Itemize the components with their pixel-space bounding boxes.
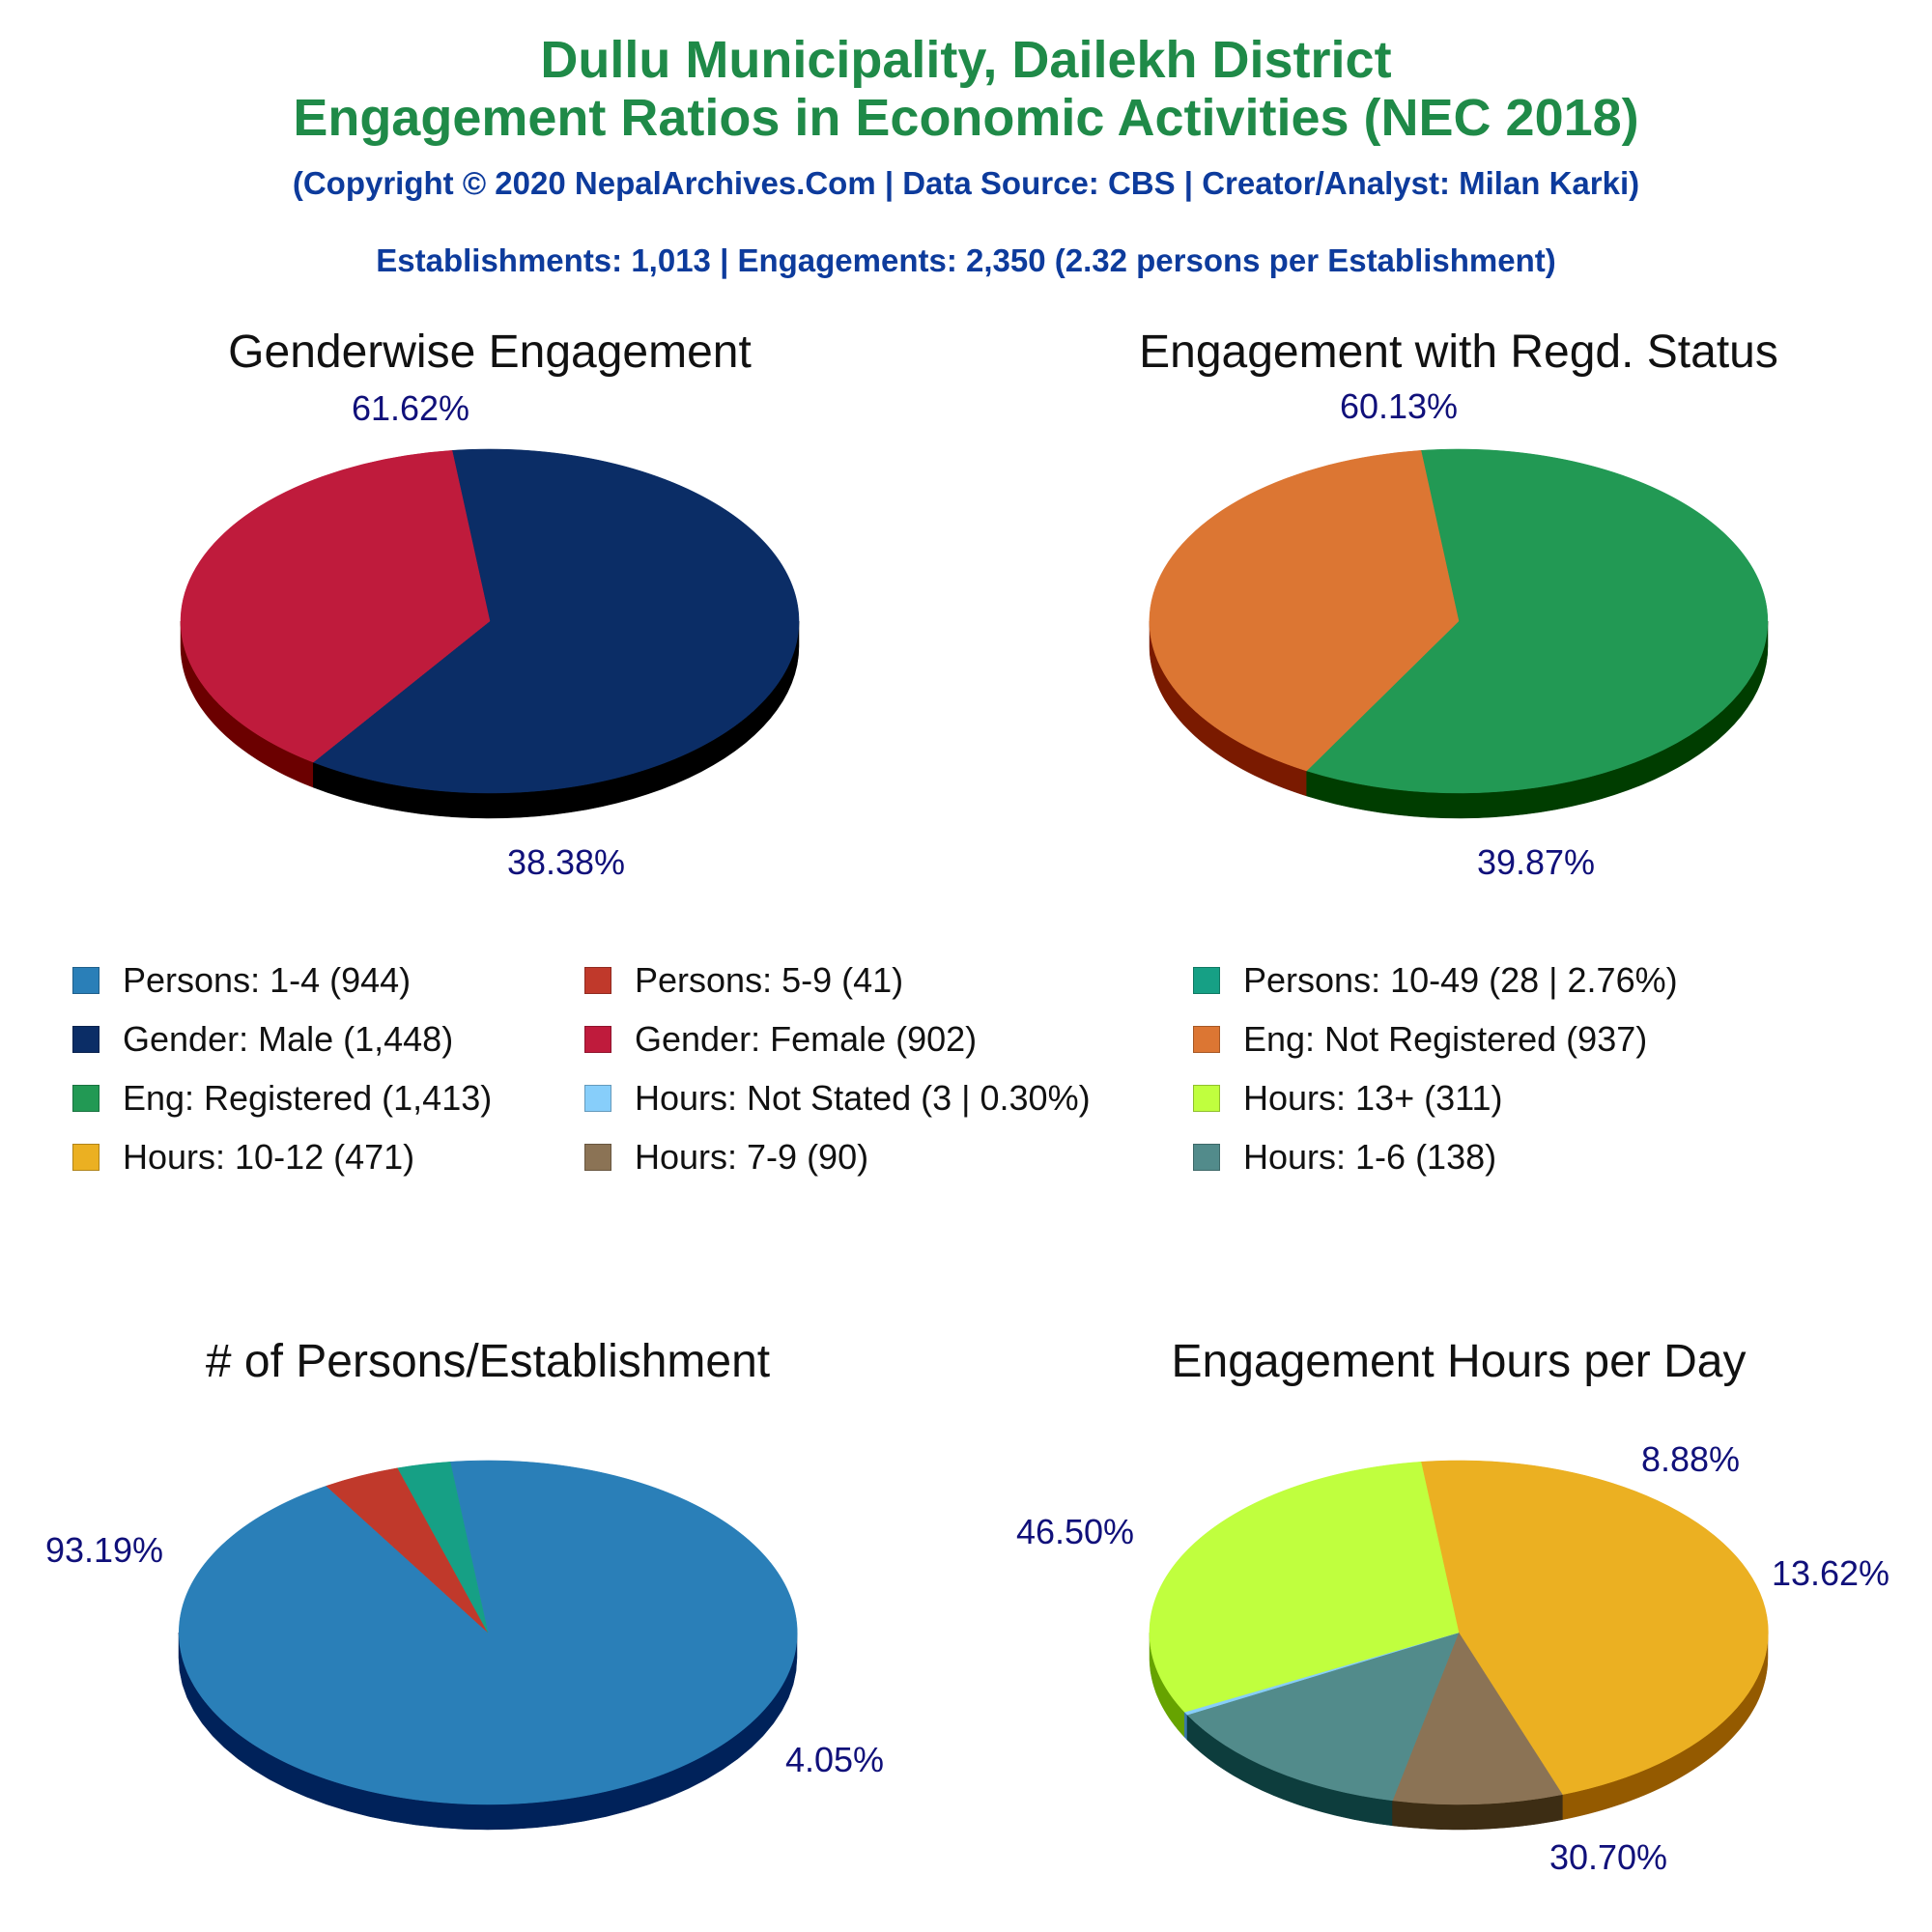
legend-label: Persons: 5-9 (41) xyxy=(635,960,904,1000)
pie-title: Genderwise Engagement xyxy=(228,327,752,378)
chart-title-line2: Engagement Ratios in Economic Activities… xyxy=(293,89,1639,147)
pie-title: Engagement Hours per Day xyxy=(1172,1336,1747,1387)
pie-pct-label: 4.05% xyxy=(785,1740,884,1779)
legend-label: Hours: 7-9 (90) xyxy=(635,1137,869,1177)
pie-title: # of Persons/Establishment xyxy=(206,1336,770,1387)
legend-label: Hours: 10-12 (471) xyxy=(123,1137,415,1177)
legend-item: Hours: 1-6 (138) xyxy=(1193,1133,1496,1181)
legend-label: Gender: Female (902) xyxy=(635,1019,978,1059)
legend-swatch xyxy=(1193,1144,1220,1171)
legend-label: Gender: Male (1,448) xyxy=(123,1019,454,1059)
pie-slice-side xyxy=(1183,1712,1188,1741)
legend-swatch xyxy=(1193,1026,1220,1053)
legend-label: Hours: 1-6 (138) xyxy=(1243,1137,1497,1177)
legend: Persons: 1-4 (944) Persons: 5-9 (41) Perso… xyxy=(72,956,1860,1208)
pie-pct-label: 61.62% xyxy=(352,388,469,428)
pie-pct-label: 46.50% xyxy=(1016,1512,1134,1551)
pie-pct-label: 8.88% xyxy=(1641,1439,1740,1479)
pie-chart-3: # of Persons/Establishment 93.19% 4.05% xyxy=(45,1336,884,1831)
legend-swatch xyxy=(1193,1085,1220,1112)
legend-swatch xyxy=(1193,967,1220,994)
legend-item: Eng: Registered (1,413) xyxy=(72,1074,492,1122)
legend-item: Hours: 13+ (311) xyxy=(1193,1074,1502,1122)
pie-slice xyxy=(1149,1462,1460,1713)
pie-slice xyxy=(178,1460,798,1805)
pie-slice xyxy=(180,450,491,763)
legend-swatch xyxy=(72,967,99,994)
pie-slice xyxy=(1149,450,1460,772)
pie-chart-1: Genderwise Engagement 61.62% 38.38% xyxy=(180,327,800,882)
legend-swatch xyxy=(72,1026,99,1053)
legend-swatch xyxy=(584,1144,611,1171)
legend-swatch xyxy=(584,1085,611,1112)
pie-slice xyxy=(1420,1460,1769,1795)
pie-pct-label: 60.13% xyxy=(1340,386,1458,426)
legend-label: Eng: Registered (1,413) xyxy=(123,1078,493,1118)
legend-item: Persons: 5-9 (41) xyxy=(584,956,903,1005)
legend-label: Hours: Not Stated (3 | 0.30%) xyxy=(635,1078,1091,1118)
legend-label: Persons: 1-4 (944) xyxy=(123,960,412,1000)
pie-pct-label: 39.87% xyxy=(1477,842,1595,882)
pie-pct-label: 13.62% xyxy=(1772,1553,1889,1593)
pie-slice xyxy=(1392,1632,1563,1805)
legend-label: Persons: 10-49 (28 | 2.76%) xyxy=(1243,960,1678,1000)
legend-item: Hours: 7-9 (90) xyxy=(584,1133,868,1181)
pie-slice xyxy=(1186,1632,1460,1802)
legend-item: Persons: 1-4 (944) xyxy=(72,956,411,1005)
copyright-subtitle: (Copyright © 2020 NepalArchives.Com | Da… xyxy=(292,165,1640,201)
legend-item: Gender: Female (902) xyxy=(584,1015,977,1064)
legend-swatch xyxy=(72,1085,99,1112)
pie-slice xyxy=(1306,448,1769,794)
legend-swatch xyxy=(584,967,611,994)
legend-swatch xyxy=(584,1026,611,1053)
legend-label: Hours: 13+ (311) xyxy=(1243,1078,1503,1118)
summary-subtitle: Establishments: 1,013 | Engagements: 2,3… xyxy=(376,242,1556,278)
pie-pct-label: 38.38% xyxy=(507,842,625,882)
legend-swatch xyxy=(72,1144,99,1171)
chart-title-line1: Dullu Municipality, Dailekh District xyxy=(540,31,1392,89)
pie-slice xyxy=(312,448,800,794)
legend-item: Persons: 10-49 (28 | 2.76%) xyxy=(1193,956,1678,1005)
legend-item: Eng: Not Registered (937) xyxy=(1193,1015,1647,1064)
pie-title: Engagement with Regd. Status xyxy=(1139,327,1778,378)
pie-pct-label: 93.19% xyxy=(45,1530,163,1570)
legend-item: Gender: Male (1,448) xyxy=(72,1015,453,1064)
pie-chart-4: Engagement Hours per Day 46.50% 8.88% 13.62… xyxy=(1016,1336,1889,1877)
legend-label: Eng: Not Registered (937) xyxy=(1243,1019,1648,1059)
pie-slice xyxy=(397,1462,489,1634)
legend-item: Hours: 10-12 (471) xyxy=(72,1133,414,1181)
legend-item: Hours: Not Stated (3 | 0.30%) xyxy=(584,1074,1091,1122)
pie-chart-2: Engagement with Regd. Status 60.13% 39.87% xyxy=(1139,327,1778,882)
pie-pct-label: 30.70% xyxy=(1549,1837,1667,1877)
